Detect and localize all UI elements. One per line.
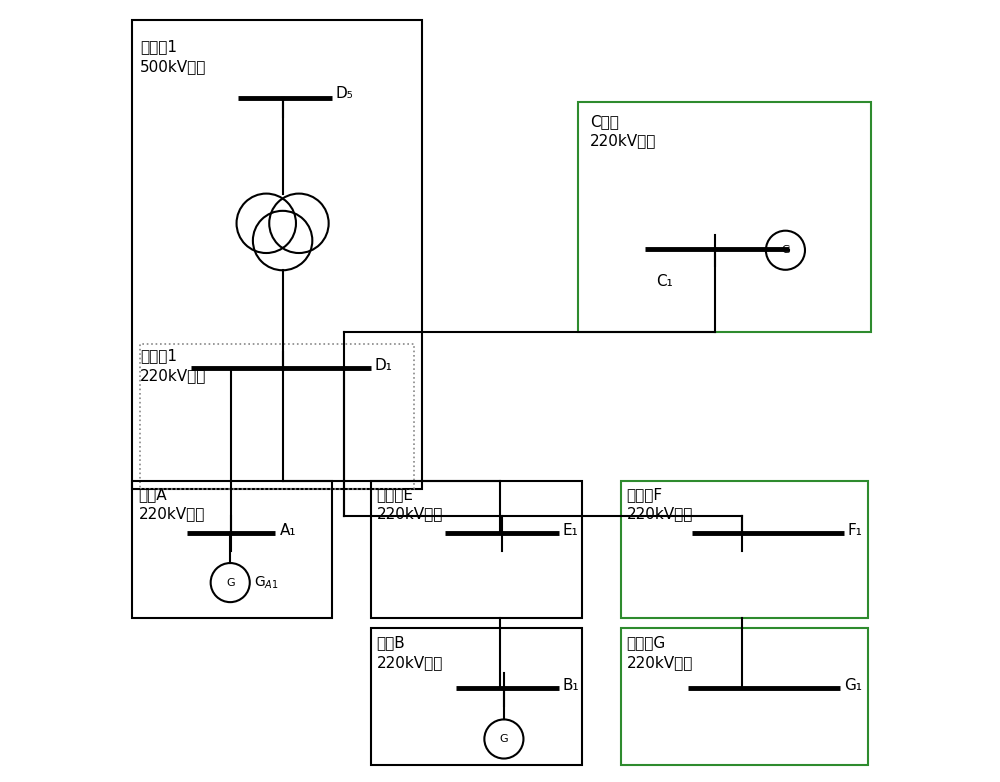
Bar xyxy=(132,481,332,618)
Text: 变电站1: 变电站1 xyxy=(140,39,177,55)
Text: G: G xyxy=(500,734,508,744)
Text: C电厂: C电厂 xyxy=(590,113,619,129)
Text: G$_{A1}$: G$_{A1}$ xyxy=(254,575,278,590)
Text: D₁: D₁ xyxy=(375,357,393,373)
Text: 变电站1: 变电站1 xyxy=(140,348,177,364)
Text: A₁: A₁ xyxy=(279,523,296,539)
Text: 220kV母线: 220kV母线 xyxy=(376,655,443,670)
Text: G: G xyxy=(781,246,790,255)
Text: 220kV母线: 220kV母线 xyxy=(376,506,443,522)
Bar xyxy=(621,481,868,618)
Text: G₁: G₁ xyxy=(844,678,862,694)
Text: 变电站G: 变电站G xyxy=(627,635,666,651)
Bar xyxy=(132,20,422,489)
Text: 220kV母线: 220kV母线 xyxy=(139,506,205,522)
Text: G: G xyxy=(226,578,235,587)
Text: E₁: E₁ xyxy=(563,523,578,539)
Text: 500kV母线: 500kV母线 xyxy=(140,59,207,74)
Text: 220kV母线: 220kV母线 xyxy=(627,655,693,670)
Text: 电厂A: 电厂A xyxy=(139,486,167,502)
Text: D₅: D₅ xyxy=(336,86,354,102)
Text: 220kV母线: 220kV母线 xyxy=(590,133,656,149)
Text: B₁: B₁ xyxy=(563,678,579,694)
Bar xyxy=(140,344,414,489)
Text: 变电站E: 变电站E xyxy=(376,486,413,502)
Text: 变电站F: 变电站F xyxy=(627,486,663,502)
Text: F₁: F₁ xyxy=(848,523,863,539)
Bar xyxy=(621,628,868,765)
Text: 电厂B: 电厂B xyxy=(376,635,405,651)
Bar xyxy=(578,102,871,332)
Text: 220kV母线: 220kV母线 xyxy=(140,368,207,383)
Bar xyxy=(371,481,582,618)
Bar xyxy=(371,628,582,765)
Text: 220kV母线: 220kV母线 xyxy=(627,506,693,522)
Text: C₁: C₁ xyxy=(656,274,673,289)
